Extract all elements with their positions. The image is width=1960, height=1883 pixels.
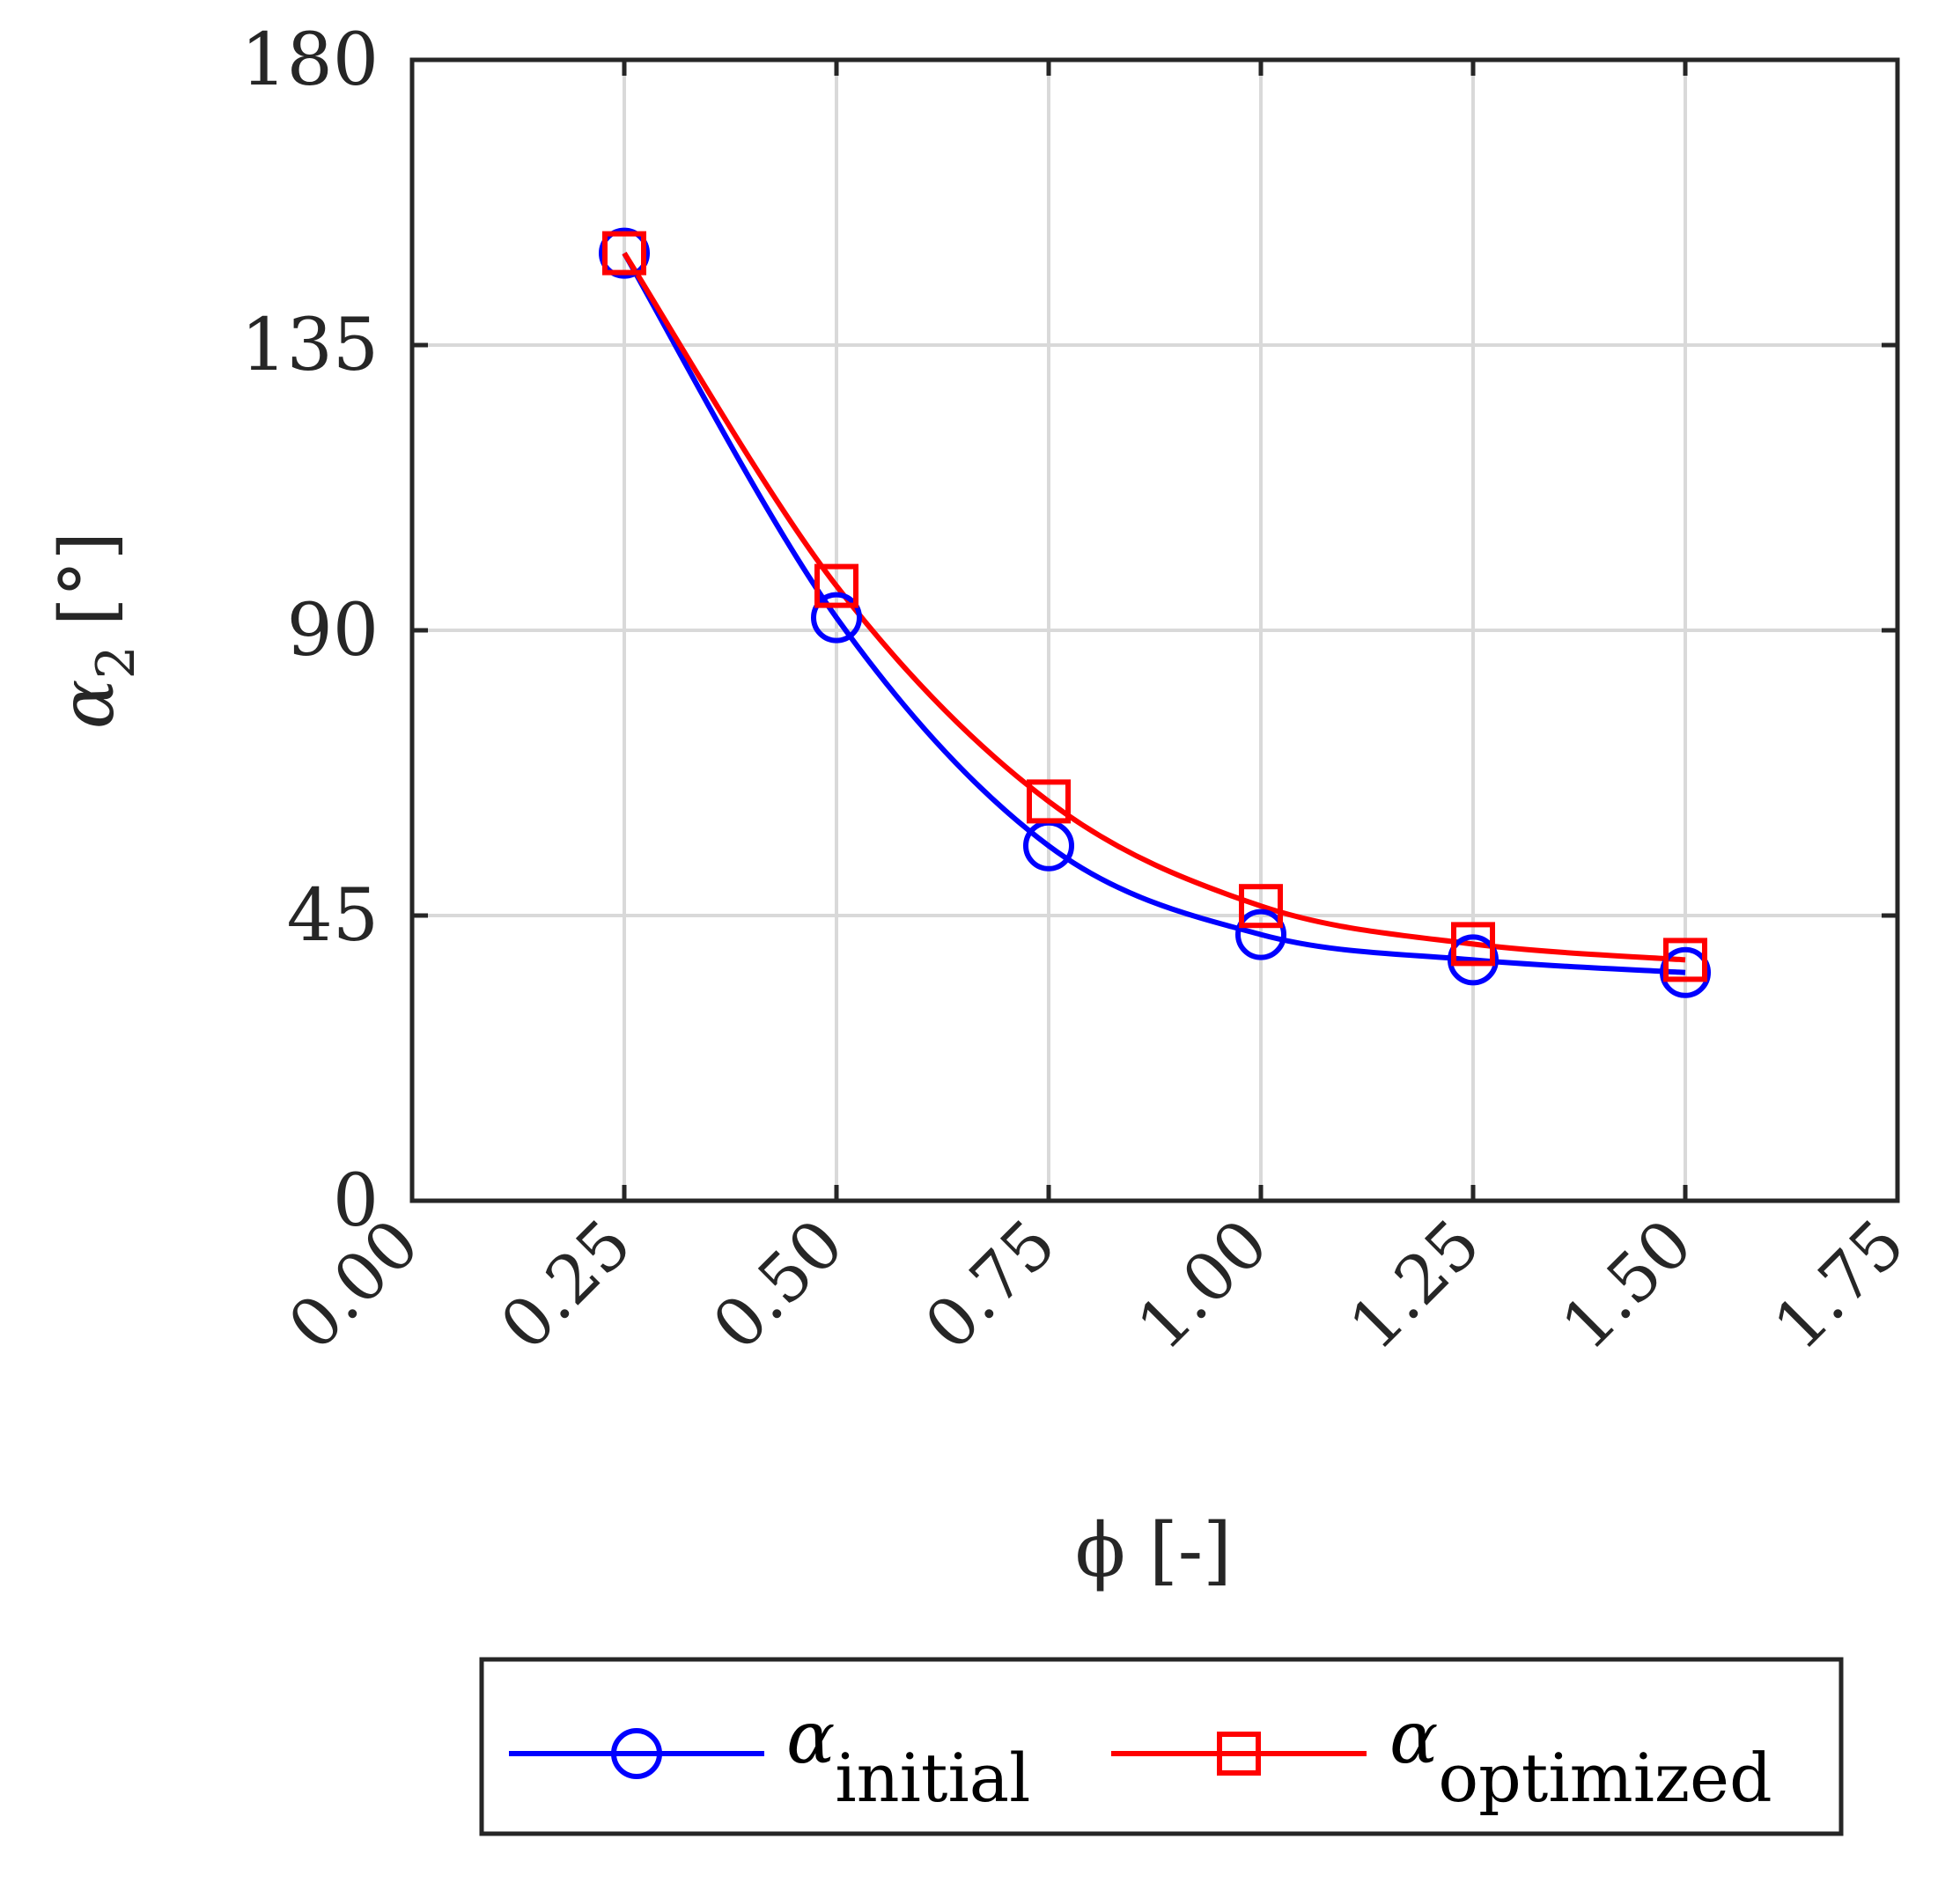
legend-marker-square-icon xyxy=(1217,1732,1261,1776)
y-tick-label: 180 xyxy=(240,18,379,102)
data-point-initial xyxy=(1235,908,1286,960)
legend-label-optimized-symbol: α xyxy=(1389,1696,1438,1780)
y-tick-label: 45 xyxy=(287,874,379,958)
x-axis-label: ϕ [-] xyxy=(1075,1507,1232,1593)
svg-text:αoptimized: αoptimized xyxy=(1389,1696,1772,1817)
data-point-optimized xyxy=(1027,779,1071,824)
y-axis-subscript: 2 xyxy=(85,645,147,679)
data-point-optimized xyxy=(1451,922,1495,967)
y-axis-symbol: α xyxy=(44,680,130,730)
y-tick-label: 135 xyxy=(240,304,379,387)
legend-box xyxy=(479,1657,1844,1836)
data-point-optimized xyxy=(1239,884,1283,929)
y-tick-label: 90 xyxy=(287,589,379,673)
legend-label-initial-subscript: initial xyxy=(835,1739,1030,1817)
axis-tick-marks xyxy=(409,57,1900,1203)
legend-label-optimized-subscript: optimized xyxy=(1438,1739,1772,1817)
data-point-initial xyxy=(599,227,650,279)
y-axis-unit: [°] xyxy=(44,532,130,627)
data-point-optimized xyxy=(1663,938,1707,982)
data-point-optimized xyxy=(814,563,858,608)
y-tick-labels: 0 45 90 135 180 xyxy=(240,18,379,1243)
series-line-optimized xyxy=(622,251,1686,963)
series-line-initial xyxy=(622,252,1686,975)
data-point-initial xyxy=(1448,934,1499,986)
series-markers xyxy=(599,227,1711,998)
legend-label-initial-symbol: α xyxy=(786,1696,835,1780)
legend: αinitial αoptimized xyxy=(479,1657,1844,1836)
y-axis-label: α2 [°] xyxy=(44,532,147,729)
data-point-initial xyxy=(811,592,862,644)
data-point-initial xyxy=(1660,946,1711,998)
grid-lines xyxy=(412,60,1897,1201)
legend-marker-circle-icon xyxy=(611,1728,662,1779)
svg-text:αinitial: αinitial xyxy=(786,1696,1030,1817)
series-lines xyxy=(622,251,1686,975)
y-tick-label: 0 xyxy=(333,1159,379,1243)
svg-text:α2[°]: α2 [°] xyxy=(44,532,147,729)
data-point-optimized xyxy=(602,231,646,276)
